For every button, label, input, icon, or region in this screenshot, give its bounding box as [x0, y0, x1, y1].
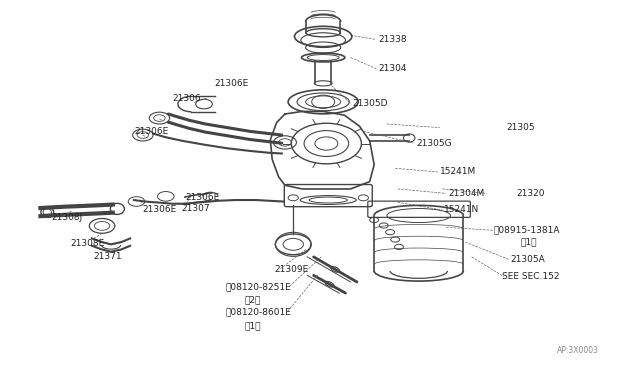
Text: 21305D: 21305D — [352, 99, 387, 108]
Text: 21371: 21371 — [94, 251, 122, 261]
Text: 21306: 21306 — [172, 94, 201, 103]
Text: 21308E: 21308E — [70, 239, 104, 248]
Text: ⓝ08915-1381A: ⓝ08915-1381A — [493, 226, 560, 235]
Text: 21304M: 21304M — [449, 189, 485, 198]
Text: ⒲08120-8251E: ⒲08120-8251E — [226, 282, 291, 291]
Text: 21307: 21307 — [181, 204, 210, 214]
Text: ⒲08120-8601E: ⒲08120-8601E — [226, 308, 292, 317]
Text: 21306E: 21306E — [215, 79, 249, 88]
Text: 21305A: 21305A — [510, 255, 545, 264]
Text: SEE SEC.152: SEE SEC.152 — [502, 272, 559, 281]
Text: 21305: 21305 — [506, 123, 534, 132]
Text: AP:3X0003: AP:3X0003 — [557, 346, 599, 355]
Text: 21320: 21320 — [516, 189, 545, 198]
Text: 21309E: 21309E — [274, 264, 308, 273]
Text: （1）: （1） — [521, 238, 537, 247]
Text: （2）: （2） — [245, 295, 261, 304]
Text: 21338: 21338 — [379, 35, 407, 44]
Text: 21308J: 21308J — [51, 213, 83, 222]
Text: 15241M: 15241M — [440, 167, 476, 176]
Text: （1）: （1） — [245, 321, 261, 330]
Text: 21305G: 21305G — [417, 139, 452, 148]
Text: 21306E: 21306E — [143, 205, 177, 215]
Text: 15241N: 15241N — [444, 205, 479, 215]
Text: 21306E: 21306E — [134, 127, 168, 136]
Text: 21304: 21304 — [379, 64, 407, 73]
Text: 21306E: 21306E — [185, 193, 219, 202]
